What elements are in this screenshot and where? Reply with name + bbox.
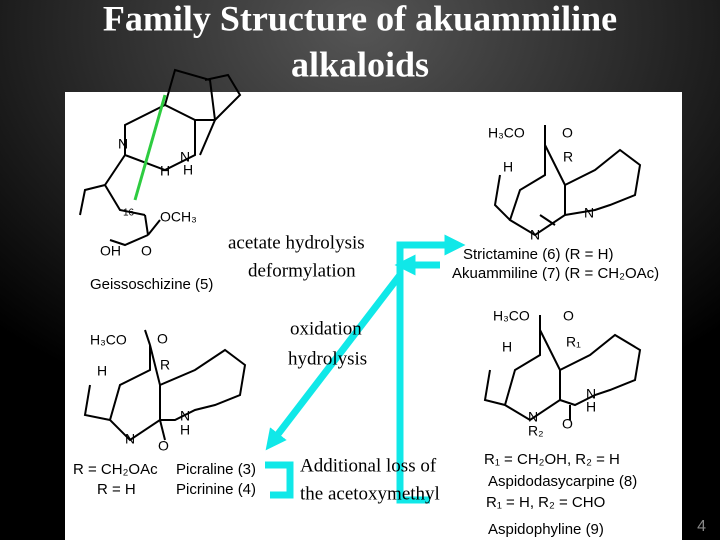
compound-caption: R = H xyxy=(97,481,136,498)
compound-caption: Picraline (3) xyxy=(176,461,256,478)
atom-label: H xyxy=(160,163,170,179)
compound-caption: Picrinine (4) xyxy=(176,481,256,498)
compound-caption: R = CH₂OAc xyxy=(73,461,158,478)
atom-label: O xyxy=(563,308,574,324)
atom-label: N xyxy=(586,386,596,402)
atom-label: 16 xyxy=(123,208,135,219)
atom-label: N xyxy=(180,408,190,424)
atom-label: O xyxy=(562,416,573,432)
atom-label: N xyxy=(180,149,190,165)
atom-label: H₃CO xyxy=(493,308,530,324)
atom-label: N xyxy=(528,409,538,425)
structure-drawings xyxy=(79,68,642,442)
atom-label: H₃CO xyxy=(90,332,127,348)
atom-label: H xyxy=(586,399,596,415)
reaction-note: hydrolysis xyxy=(288,348,367,369)
atom-label: O xyxy=(157,331,168,347)
compound-caption: R₁ = CH₂OH, R₂ = H xyxy=(484,451,620,468)
atom-label: R xyxy=(563,149,573,165)
atom-label: N xyxy=(584,205,594,221)
compound-caption: Geissoschizine (5) xyxy=(90,276,213,293)
slide-title: alkaloids xyxy=(291,44,429,84)
atom-label: H xyxy=(502,339,512,355)
atom-label: O xyxy=(562,125,573,141)
atom-label: N xyxy=(530,227,540,243)
atom-label: H xyxy=(180,422,190,438)
atom-label: R xyxy=(160,357,170,373)
atom-label: R₂ xyxy=(528,423,544,439)
atom-label: H xyxy=(503,159,513,175)
reaction-note: Additional loss of xyxy=(300,455,437,476)
atom-label: OCH₃ xyxy=(160,209,197,225)
compound-caption: Aspidodasycarpine (8) xyxy=(488,473,637,490)
page-number: 4 xyxy=(697,518,706,535)
atom-label: O xyxy=(158,438,169,454)
atom-label: N xyxy=(125,431,135,447)
compound-caption: R₁ = H, R₂ = CHO xyxy=(486,494,605,511)
bond-highlight xyxy=(133,94,167,201)
content-panel xyxy=(65,92,682,540)
atom-label: N xyxy=(118,136,128,152)
reaction-note: the acetoxymethyl xyxy=(300,483,440,504)
slide-title: Family Structure of akuammiline xyxy=(103,0,617,38)
atom-label: H₃CO xyxy=(488,125,525,141)
atom-label: OH xyxy=(100,243,121,259)
atom-label: H xyxy=(183,162,193,178)
atom-label: H xyxy=(97,363,107,379)
reaction-arrows xyxy=(265,234,466,504)
atom-label: O xyxy=(141,243,152,259)
reaction-note: acetate hydrolysis xyxy=(228,232,365,253)
atom-label: R₁ xyxy=(566,334,581,350)
reaction-note: oxidation xyxy=(290,318,362,339)
compound-caption: Aspidophyline (9) xyxy=(488,521,604,538)
compound-caption: Strictamine (6) (R = H) xyxy=(463,246,613,263)
compound-caption: Akuammiline (7) (R = CH₂OAc) xyxy=(452,265,659,282)
reaction-note: deformylation xyxy=(248,260,356,281)
